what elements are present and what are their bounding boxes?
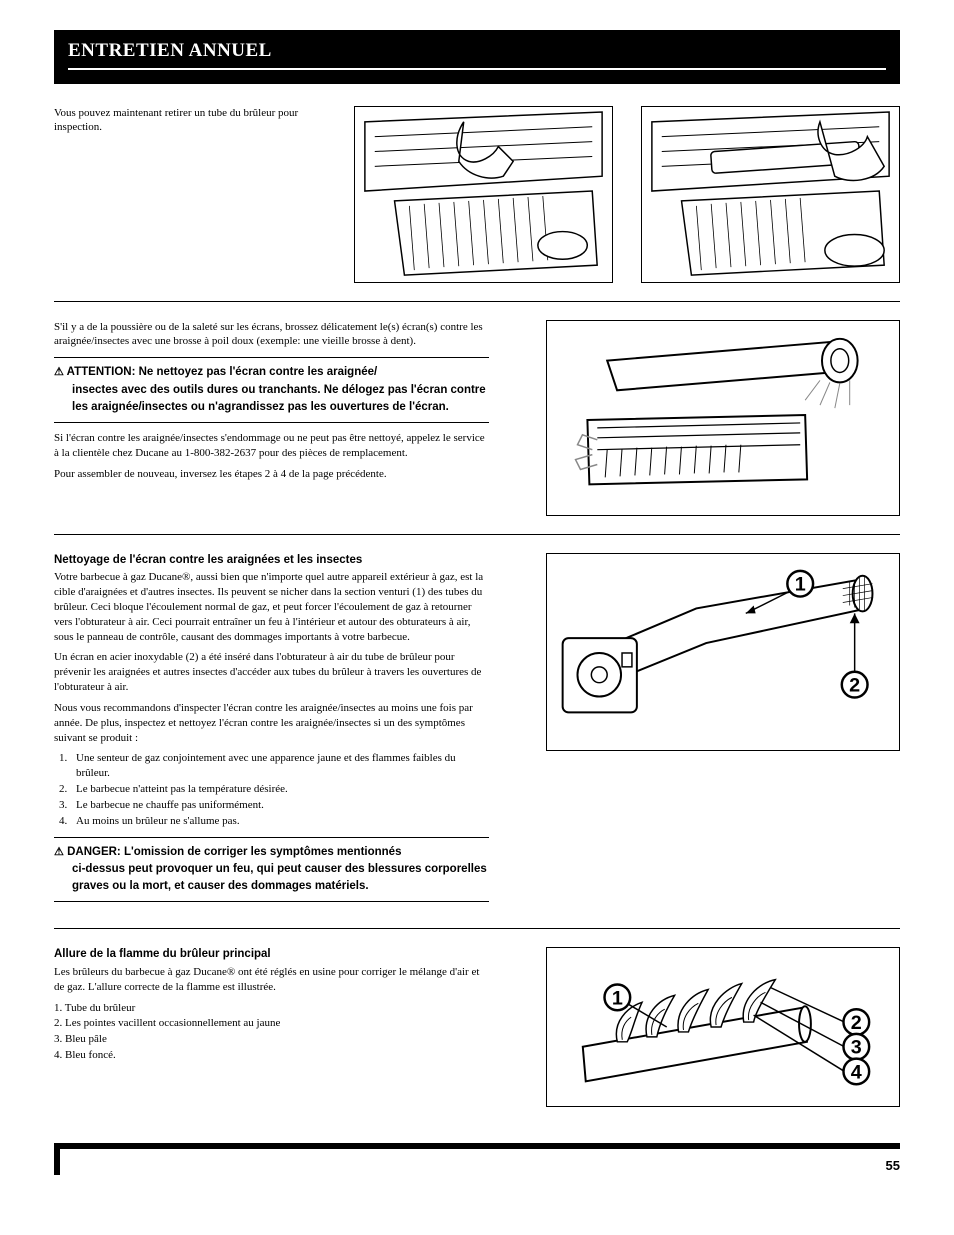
page-number: 55 [54,1143,900,1175]
warning-icon: ⚠ [54,366,64,378]
danger-line1: DANGER: L'omission de corriger les sympt… [67,846,401,858]
section3-p1: Votre barbecue à gaz Ducane®, aussi bien… [54,570,489,644]
svg-text:1: 1 [612,988,623,1010]
svg-text:2: 2 [851,1012,862,1034]
svg-text:3: 3 [851,1037,862,1059]
title-bar: ENTRETIEN ANNUEL [54,30,900,84]
symptom-4: Au moins un brûleur ne s'allume pas. [70,814,489,829]
warning-icon: ⚠ [54,846,64,858]
section3-text: Nettoyage de l'écran contre les araignée… [54,553,489,911]
page-title: ENTRETIEN ANNUEL [68,38,886,70]
figure-remove-burner-1 [354,106,613,283]
figure-venturi-screen: 1 2 [546,553,900,751]
section1-text: Vous pouvez maintenant retirer un tube d… [54,106,344,142]
section3-heading: Nettoyage de l'écran contre les araignée… [54,553,489,569]
section4-p1: Les brûleurs du barbecue à gaz Ducane® o… [54,965,489,995]
symptom-2: Le barbecue n'atteint pas la température… [70,782,489,797]
section3-p2: Un écran en acier inoxydable (2) a été i… [54,650,489,695]
figure-remove-burner-2 [641,106,900,283]
section3-p3: Nous vous recommandons d'inspecter l'écr… [54,701,489,746]
danger-line2: ci-dessus peut provoquer un feu, qui peu… [54,861,489,896]
figure-brush-screen [546,320,900,516]
section-screen-cleaning: S'il y a de la poussière ou de la saleté… [54,320,900,535]
attention-box: ⚠ ATTENTION: Ne nettoyez pas l'écran con… [54,357,489,423]
symptoms-list: Une senteur de gaz conjointement avec un… [70,751,489,828]
flame-item-2: 2. Les pointes vacillent occasionnelleme… [54,1016,489,1031]
section2-text: S'il y a de la poussière ou de la saleté… [54,320,489,488]
section-flame-pattern: Allure de la flamme du brûleur principal… [54,947,900,1125]
flame-item-3: 3. Bleu pâle [54,1032,489,1047]
section1-p1: Vous pouvez maintenant retirer un tube d… [54,106,344,136]
svg-text:1: 1 [795,573,806,595]
symptom-1: Une senteur de gaz conjointement avec un… [70,751,489,781]
attention-line2: insectes avec des outils dures ou tranch… [54,382,489,417]
section2-p1: S'il y a de la poussière ou de la saleté… [54,320,489,350]
section2-p3: Pour assembler de nouveau, inversez les … [54,467,489,482]
section2-p2: Si l'écran contre les araignée/insectes … [54,431,489,461]
flame-item-4: 4. Bleu foncé. [54,1048,489,1063]
flame-list: 1. Tube du brûleur 2. Les pointes vacill… [54,1001,489,1063]
section4-text: Allure de la flamme du brûleur principal… [54,947,489,1064]
symptom-3: Le barbecue ne chauffe pas uniformément. [70,798,489,813]
flame-item-1: 1. Tube du brûleur [54,1001,489,1016]
section-burner-removal: Vous pouvez maintenant retirer un tube d… [54,106,900,302]
svg-text:4: 4 [851,1062,862,1084]
figure-flame-pattern: 1 2 3 4 [546,947,900,1107]
danger-box: ⚠ DANGER: L'omission de corriger les sym… [54,837,489,903]
section-spider-screen: Nettoyage de l'écran contre les araignée… [54,553,900,930]
section1-figures [354,106,900,283]
svg-text:2: 2 [849,674,860,696]
section4-heading: Allure de la flamme du brûleur principal [54,947,489,963]
attention-line1: ATTENTION: Ne nettoyez pas l'écran contr… [67,366,378,378]
